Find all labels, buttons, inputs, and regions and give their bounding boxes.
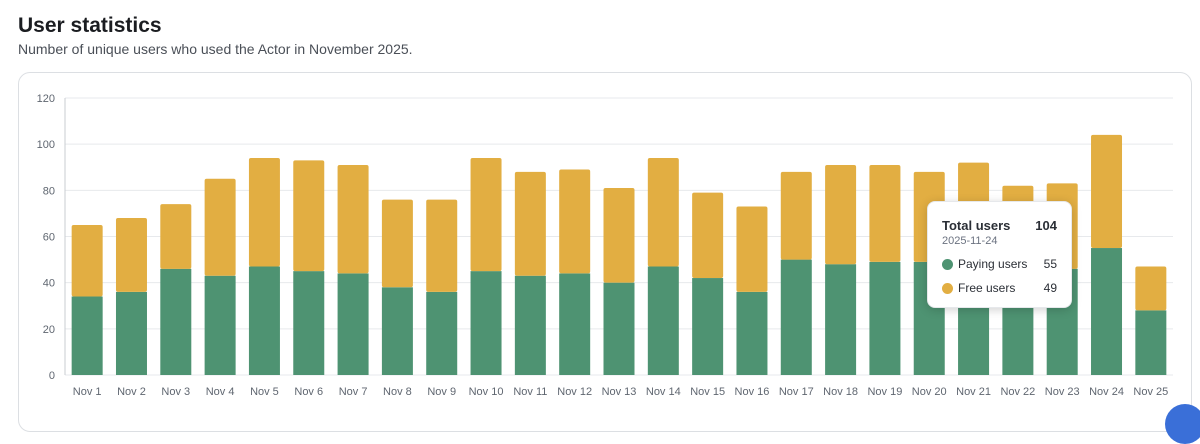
y-tick-label: 20 bbox=[43, 324, 55, 336]
x-tick-label: Nov 20 bbox=[912, 386, 947, 398]
y-tick-label: 40 bbox=[43, 278, 55, 290]
bar-free-4[interactable] bbox=[204, 178, 236, 276]
x-tick-label: Nov 15 bbox=[690, 386, 725, 398]
bar-free-13[interactable] bbox=[603, 188, 635, 283]
page-subtitle: Number of unique users who used the Acto… bbox=[18, 41, 413, 57]
x-tick-label: Nov 9 bbox=[427, 386, 456, 398]
x-tick-label: Nov 16 bbox=[735, 386, 770, 398]
y-tick-label: 60 bbox=[43, 232, 55, 244]
bar-paying-1[interactable] bbox=[71, 296, 103, 375]
x-tick-label: Nov 19 bbox=[867, 386, 902, 398]
x-tick-label: Nov 24 bbox=[1089, 386, 1124, 398]
tooltip-row-free: Free users 49 bbox=[942, 281, 1057, 295]
bar-free-6[interactable] bbox=[293, 160, 325, 272]
x-tick-label: Nov 14 bbox=[646, 386, 681, 398]
bar-free-18[interactable] bbox=[825, 164, 857, 265]
y-tick-label: 80 bbox=[43, 185, 55, 197]
y-tick-label: 0 bbox=[49, 370, 55, 382]
tooltip-row-label: Paying users bbox=[958, 257, 1028, 271]
bar-paying-24[interactable] bbox=[1091, 248, 1123, 375]
x-tick-label: Nov 8 bbox=[383, 386, 412, 398]
x-tick-label: Nov 1 bbox=[73, 386, 102, 398]
bar-paying-2[interactable] bbox=[115, 291, 147, 375]
bar-paying-11[interactable] bbox=[514, 275, 546, 375]
tooltip-total: 104 bbox=[1035, 218, 1057, 233]
bar-free-2[interactable] bbox=[115, 218, 147, 292]
bar-paying-6[interactable] bbox=[293, 271, 325, 375]
x-tick-label: Nov 3 bbox=[161, 386, 190, 398]
x-tick-label: Nov 21 bbox=[956, 386, 991, 398]
bar-paying-3[interactable] bbox=[160, 268, 192, 375]
paying-dot-icon bbox=[942, 258, 953, 270]
x-tick-label: Nov 25 bbox=[1133, 386, 1168, 398]
bar-free-3[interactable] bbox=[160, 204, 192, 269]
y-tick-label: 120 bbox=[37, 93, 55, 105]
tooltip-row-value: 49 bbox=[1043, 281, 1057, 295]
tooltip-title: Total users bbox=[942, 218, 1011, 233]
bar-paying-14[interactable] bbox=[647, 266, 679, 375]
bar-paying-18[interactable] bbox=[825, 264, 857, 375]
bar-paying-13[interactable] bbox=[603, 282, 635, 375]
x-tick-label: Nov 22 bbox=[1000, 386, 1035, 398]
bar-paying-16[interactable] bbox=[736, 291, 768, 375]
bar-paying-9[interactable] bbox=[426, 291, 458, 375]
x-tick-label: Nov 4 bbox=[206, 386, 235, 398]
tooltip-row-paying: Paying users 55 bbox=[942, 257, 1057, 271]
bar-free-24[interactable] bbox=[1091, 134, 1123, 249]
x-tick-label: Nov 17 bbox=[779, 386, 814, 398]
bar-free-10[interactable] bbox=[470, 158, 502, 272]
bar-paying-4[interactable] bbox=[204, 275, 236, 375]
free-dot-icon bbox=[942, 282, 953, 294]
page-title: User statistics bbox=[18, 14, 162, 37]
chart-tooltip: Total users 104 2025-11-24 Paying users … bbox=[927, 201, 1072, 308]
x-tick-label: Nov 10 bbox=[469, 386, 504, 398]
bar-free-15[interactable] bbox=[692, 192, 724, 279]
bar-paying-17[interactable] bbox=[780, 259, 812, 375]
bar-paying-5[interactable] bbox=[248, 266, 280, 375]
x-tick-label: Nov 18 bbox=[823, 386, 858, 398]
bar-free-19[interactable] bbox=[869, 164, 901, 262]
bar-free-1[interactable] bbox=[71, 224, 103, 297]
bar-free-25[interactable] bbox=[1135, 266, 1167, 311]
bar-paying-15[interactable] bbox=[692, 278, 724, 375]
x-tick-label: Nov 5 bbox=[250, 386, 279, 398]
bar-paying-10[interactable] bbox=[470, 271, 502, 375]
tooltip-row-label: Free users bbox=[958, 281, 1016, 295]
bar-paying-7[interactable] bbox=[337, 273, 369, 375]
bar-paying-8[interactable] bbox=[381, 287, 413, 375]
bar-free-5[interactable] bbox=[248, 158, 280, 267]
x-tick-label: Nov 6 bbox=[294, 386, 323, 398]
bar-paying-12[interactable] bbox=[559, 273, 591, 375]
bar-free-11[interactable] bbox=[514, 171, 546, 276]
bar-free-7[interactable] bbox=[337, 164, 369, 274]
x-tick-label: Nov 2 bbox=[117, 386, 146, 398]
x-tick-label: Nov 12 bbox=[557, 386, 592, 398]
x-tick-label: Nov 13 bbox=[602, 386, 637, 398]
bar-paying-25[interactable] bbox=[1135, 310, 1167, 375]
x-tick-label: Nov 11 bbox=[513, 386, 547, 398]
bar-free-17[interactable] bbox=[780, 171, 812, 260]
bar-free-12[interactable] bbox=[559, 169, 591, 274]
tooltip-date: 2025-11-24 bbox=[942, 235, 998, 247]
x-tick-label: Nov 7 bbox=[339, 386, 368, 398]
bar-free-16[interactable] bbox=[736, 206, 768, 292]
bar-free-8[interactable] bbox=[381, 199, 413, 288]
y-tick-label: 100 bbox=[37, 139, 55, 151]
x-tick-label: Nov 23 bbox=[1045, 386, 1080, 398]
tooltip-row-value: 55 bbox=[1043, 257, 1057, 271]
bar-free-14[interactable] bbox=[647, 158, 679, 267]
help-chat-icon[interactable] bbox=[1165, 404, 1200, 444]
bar-free-9[interactable] bbox=[426, 199, 458, 292]
bar-paying-19[interactable] bbox=[869, 261, 901, 375]
